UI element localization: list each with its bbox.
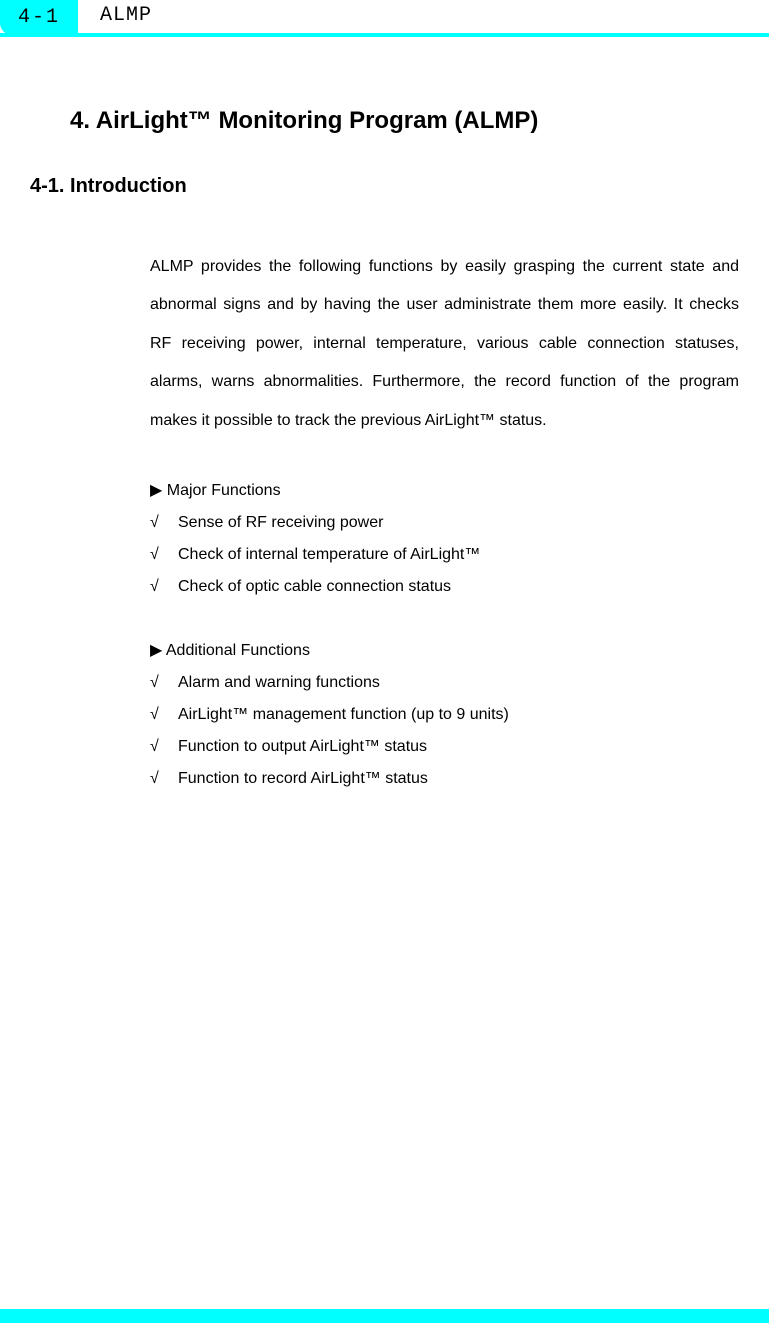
list-item: √Function to output AirLight™ status: [150, 738, 739, 756]
header-bar: 4-1 ALMP: [0, 0, 769, 35]
check-icon: √: [150, 674, 178, 692]
list-item: √Sense of RF receiving power: [150, 514, 739, 532]
major-functions-header: ▶ Major Functions: [150, 480, 739, 500]
content-area: 4. AirLight™ Monitoring Program (ALMP) 4…: [0, 37, 769, 788]
list-item: √Alarm and warning functions: [150, 674, 739, 692]
additional-functions-header: ▶ Additional Functions: [150, 640, 739, 660]
intro-paragraph: ALMP provides the following functions by…: [150, 248, 739, 440]
body-text: ALMP provides the following functions by…: [150, 248, 739, 788]
list-item-text: Alarm and warning functions: [178, 674, 380, 691]
check-icon: √: [150, 514, 178, 532]
list-item-text: Function to output AirLight™ status: [178, 738, 427, 755]
list-item-text: Sense of RF receiving power: [178, 514, 383, 531]
list-item-text: Check of optic cable connection status: [178, 578, 451, 595]
list-item: √AirLight™ management function (up to 9 …: [150, 706, 739, 724]
section-title: 4-1. Introduction: [30, 175, 739, 198]
check-icon: √: [150, 546, 178, 564]
list-item: √Check of internal temperature of AirLig…: [150, 546, 739, 564]
list-item-text: Check of internal temperature of AirLigh…: [178, 546, 480, 563]
header-title: ALMP: [78, 0, 152, 27]
chapter-title: 4. AirLight™ Monitoring Program (ALMP): [70, 107, 739, 135]
list-item-text: Function to record AirLight™ status: [178, 770, 428, 787]
check-icon: √: [150, 770, 178, 788]
page-number-box: 4-1: [0, 0, 78, 35]
page-number: 4-1: [18, 6, 60, 29]
footer-bar: [0, 1309, 769, 1323]
check-icon: √: [150, 578, 178, 596]
list-item: √Function to record AirLight™ status: [150, 770, 739, 788]
check-icon: √: [150, 706, 178, 724]
list-item: √Check of optic cable connection status: [150, 578, 739, 596]
list-item-text: AirLight™ management function (up to 9 u…: [178, 706, 509, 723]
spacer: [150, 610, 739, 640]
check-icon: √: [150, 738, 178, 756]
